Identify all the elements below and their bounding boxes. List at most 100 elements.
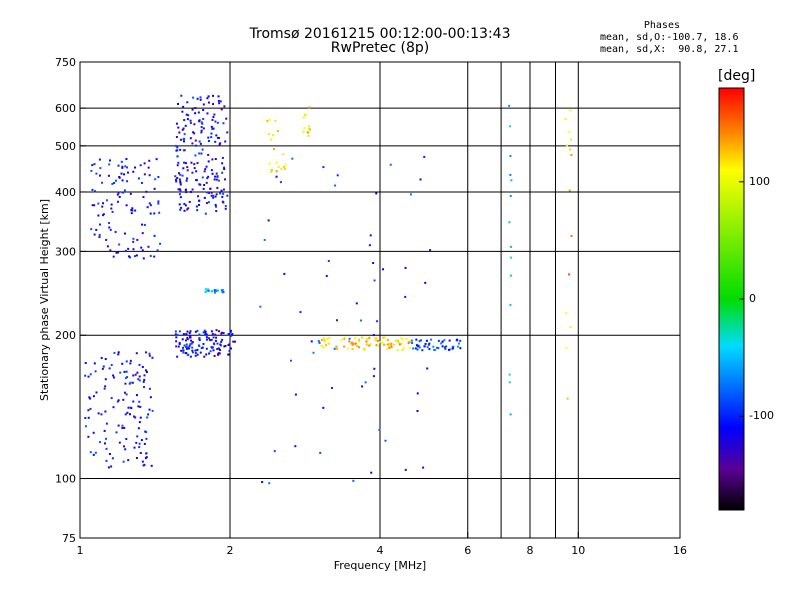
echo-point [198,199,201,202]
echo-point [157,200,160,203]
y-tick-label: 400 [55,186,76,199]
echo-point [189,343,192,346]
echo-point [188,200,191,203]
echo-point [192,131,195,134]
echo-point [358,340,361,343]
echo-point [125,393,128,396]
echo-point [204,291,207,294]
echo-point [143,463,146,466]
echo-point [181,174,184,177]
echo-point [368,344,371,347]
echo-point [209,350,212,353]
echo-point [220,340,223,343]
echo-point [101,181,104,184]
echo-point [215,329,218,332]
echo-point [428,342,431,345]
echo-point [91,204,94,207]
echo-point [221,195,224,198]
echo-point [124,165,127,168]
echo-point [215,336,218,339]
echo-point [211,118,214,121]
echo-point [143,442,146,445]
echo-point [294,393,297,396]
echo-point [194,144,197,147]
echo-point [210,136,213,139]
echo-point [210,191,213,194]
echo-point [212,116,215,119]
echo-point [203,329,206,332]
echo-point [565,347,568,350]
echo-point [175,122,178,125]
echo-point [221,290,224,293]
echo-point [110,364,113,367]
echo-point [186,169,189,172]
echo-point [118,195,121,198]
echo-point [178,188,181,191]
echo-point [179,189,182,192]
echo-point [226,194,229,197]
echo-point [123,445,126,448]
echo-point [175,336,178,339]
echo-point [126,166,129,169]
echo-point [213,178,216,181]
echo-point [282,153,285,156]
echo-point [229,330,232,333]
echo-point [368,244,371,247]
echo-point [111,457,114,460]
echo-point [423,155,426,158]
echo-point [430,338,433,341]
echo-point [125,360,128,363]
echo-point [182,351,185,354]
echo-point [190,339,193,342]
echo-point [213,289,216,292]
echo-point [148,174,151,177]
echo-point [177,172,180,175]
echo-point [93,204,96,207]
echo-point [102,213,105,216]
echo-point [570,234,573,237]
echo-point [361,336,364,339]
echo-point [198,119,201,122]
echo-point [451,346,454,349]
echo-point [267,133,270,136]
echo-point [389,163,392,166]
echo-point [186,118,189,121]
echo-point [283,272,286,275]
echo-point [352,342,355,345]
echo-point [110,207,113,210]
echo-point [210,169,213,172]
echo-point [84,417,87,420]
echo-point [568,130,571,133]
echo-point [456,345,459,348]
echo-point [302,116,305,119]
echo-point [197,111,200,114]
echo-point [197,195,200,198]
echo-point [569,138,572,141]
echo-point [207,160,210,163]
echo-point [136,435,139,438]
echo-point [369,343,372,346]
echo-point [202,118,205,121]
echo-point [201,346,204,349]
echo-point [404,295,407,298]
echo-point [194,330,197,333]
echo-point [194,354,197,357]
echo-point [177,161,180,164]
echo-point [214,205,217,208]
echo-point [219,192,222,195]
echo-point [397,341,400,344]
echo-point [334,184,337,187]
echo-point [212,194,215,197]
echo-point [324,344,327,347]
echo-point [279,181,282,184]
echo-point [98,158,101,161]
echo-point [570,154,573,157]
echo-point [99,223,102,226]
echo-point [145,431,148,434]
echo-point [223,345,226,348]
echo-point [273,450,276,453]
echo-point [335,319,338,322]
echo-point [224,140,227,143]
echo-point [183,140,186,143]
echo-point [141,365,144,368]
